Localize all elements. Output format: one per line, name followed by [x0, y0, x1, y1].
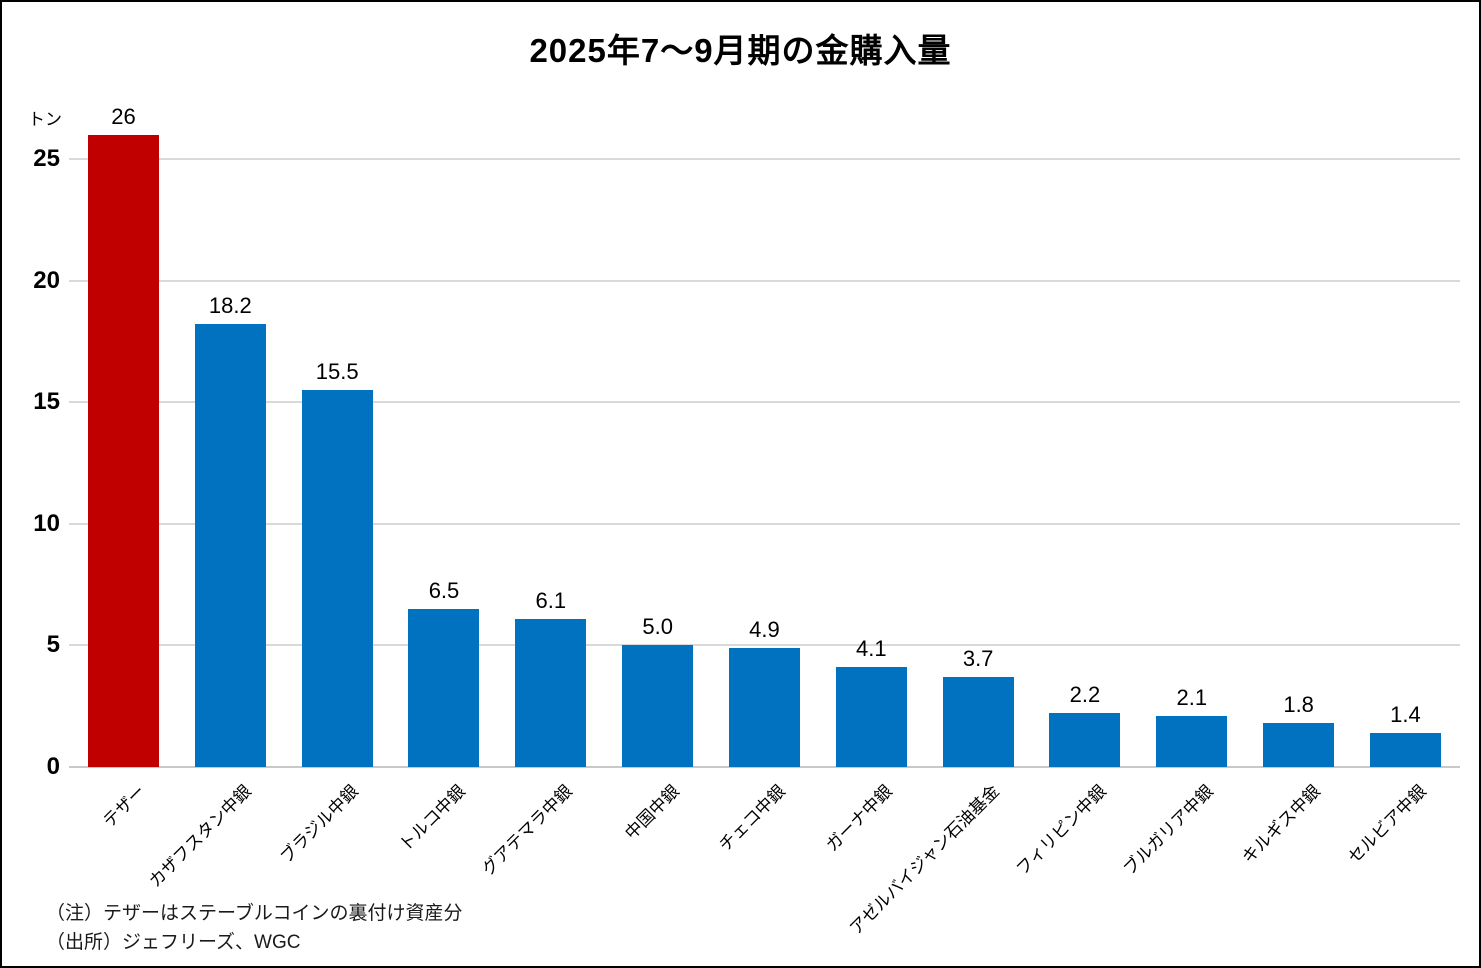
chart-title: 2025年7～9月期の金購入量 [529, 32, 952, 69]
y-axis-tick-label: 15 [33, 388, 60, 416]
gridline-y20 [69, 279, 1460, 282]
y-axis-tick-label: 5 [46, 631, 60, 659]
gridline-y5 [69, 644, 1460, 647]
bar-8 [942, 677, 1014, 767]
y-axis-tick-label: 25 [33, 145, 60, 172]
bar-3 [408, 608, 480, 767]
bar-value-label: 4.9 [749, 616, 780, 642]
bar-value-label: 2.2 [1069, 682, 1101, 708]
bar-11 [1263, 723, 1335, 767]
bar-value-label: 3.7 [962, 646, 994, 672]
chart-notes: （注）テザーはステーブルコインの裏付け資産分 （出所）ジェフリーズ、WGC [46, 899, 462, 957]
bar-4 [515, 618, 587, 767]
gridline-y10 [69, 522, 1460, 525]
bar-value-label: 1.4 [1390, 701, 1421, 727]
bar-9 [1049, 713, 1121, 767]
bar-value-label: 5.0 [642, 614, 673, 640]
gridline-y25 [69, 158, 1460, 160]
y-axis-tick-label: 0 [46, 753, 60, 780]
bar-value-label: 6.1 [535, 587, 567, 613]
bar-value-label: 15.5 [315, 359, 359, 385]
bar-10 [1156, 715, 1228, 767]
bar-5 [622, 645, 694, 767]
bar-value-label: 4.1 [856, 636, 887, 662]
gridline-y15 [69, 401, 1460, 404]
bar-7 [835, 667, 907, 767]
bar-value-label: 18.2 [208, 293, 252, 319]
bar-value-label: 26 [111, 103, 136, 129]
bar-6 [728, 647, 800, 767]
note-line: （注）テザーはステーブルコインの裏付け資産分 [46, 903, 463, 924]
bar-12 [1369, 732, 1441, 767]
bar-value-label: 1.8 [1283, 692, 1314, 718]
source-line: （出所）ジェフリーズ、WGC [46, 932, 301, 953]
bar-value-label: 6.5 [428, 577, 460, 603]
bar-1 [194, 324, 266, 767]
y-axis-tick-label: 10 [33, 509, 60, 537]
bar-0 [88, 134, 159, 767]
y-axis-tick-label: 20 [33, 266, 60, 294]
bar-2 [301, 390, 373, 767]
x-axis-line [69, 766, 1460, 768]
bar-value-label: 2.1 [1176, 684, 1208, 710]
y-axis-unit-label: トン [28, 110, 62, 129]
